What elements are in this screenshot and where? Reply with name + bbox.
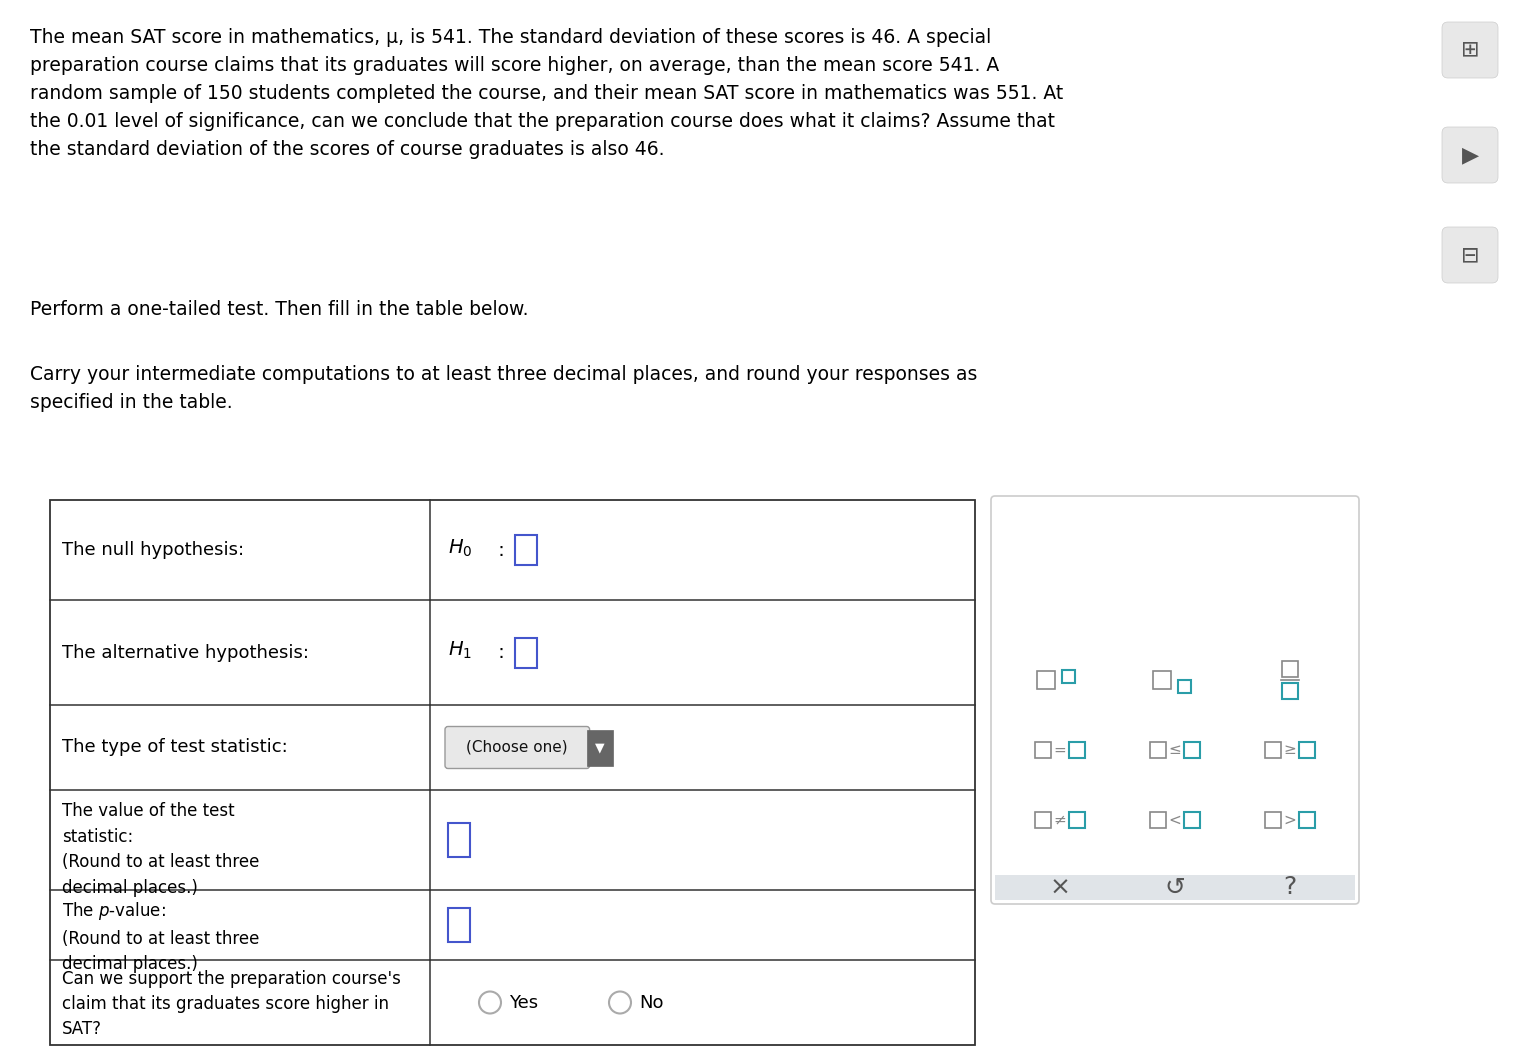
Text: The type of test statistic:: The type of test statistic: <box>61 739 287 757</box>
Text: $p$: $p$ <box>1284 535 1296 554</box>
Text: ▶: ▶ <box>1461 145 1479 165</box>
Bar <box>1150 812 1166 828</box>
Bar <box>1035 812 1051 828</box>
Bar <box>1299 742 1315 758</box>
Text: The mean SAT score in mathematics, μ, is 541. The standard deviation of these sc: The mean SAT score in mathematics, μ, is… <box>31 28 1063 159</box>
Text: Can we support the preparation course's
claim that its graduates score higher in: Can we support the preparation course's … <box>61 970 401 1038</box>
Text: $\bar{x}$: $\bar{x}$ <box>1052 601 1068 619</box>
Text: (Choose one): (Choose one) <box>467 740 568 755</box>
Text: $\sigma$: $\sigma$ <box>1167 535 1183 554</box>
Bar <box>1283 661 1298 677</box>
Text: ≥: ≥ <box>1284 742 1296 758</box>
FancyBboxPatch shape <box>991 866 1359 904</box>
Text: ≤: ≤ <box>1169 742 1181 758</box>
Text: Perform a one-tailed test. Then fill in the table below.: Perform a one-tailed test. Then fill in … <box>31 300 528 319</box>
Text: $H_0$: $H_0$ <box>449 537 473 559</box>
Bar <box>1184 742 1200 758</box>
FancyBboxPatch shape <box>991 496 1359 904</box>
Bar <box>1037 671 1055 689</box>
Bar <box>1283 683 1298 699</box>
Bar <box>1299 812 1315 828</box>
Bar <box>51 500 975 1045</box>
Text: <: < <box>1169 813 1181 828</box>
Text: ?: ? <box>1284 876 1296 900</box>
Text: The null hypothesis:: The null hypothesis: <box>61 541 244 559</box>
Text: The $p$-value:
(Round to at least three
decimal places.): The $p$-value: (Round to at least three … <box>61 900 260 973</box>
Bar <box>995 874 1355 900</box>
Text: ⊟: ⊟ <box>1461 245 1479 265</box>
FancyBboxPatch shape <box>1442 227 1498 283</box>
Text: $\hat{p}$: $\hat{p}$ <box>1284 597 1296 623</box>
Bar <box>1069 812 1084 828</box>
Text: :: : <box>492 541 511 560</box>
Text: No: No <box>639 993 664 1011</box>
Text: :: : <box>492 643 511 662</box>
Text: The alternative hypothesis:: The alternative hypothesis: <box>61 643 309 661</box>
FancyBboxPatch shape <box>1442 127 1498 183</box>
Text: ≠: ≠ <box>1054 813 1066 828</box>
Text: $s$: $s$ <box>1169 601 1181 619</box>
Bar <box>1150 742 1166 758</box>
Bar <box>1152 671 1170 689</box>
Text: Yes: Yes <box>508 993 538 1011</box>
Bar <box>449 908 470 942</box>
Bar <box>449 823 470 856</box>
Text: ⊞: ⊞ <box>1461 40 1479 60</box>
Bar <box>1035 742 1051 758</box>
Bar <box>1184 812 1200 828</box>
Bar <box>1178 681 1190 693</box>
Bar <box>1063 670 1075 683</box>
Bar <box>587 729 613 765</box>
Text: =: = <box>1054 742 1066 758</box>
Bar <box>1266 742 1281 758</box>
Text: Carry your intermediate computations to at least three decimal places, and round: Carry your intermediate computations to … <box>31 365 977 412</box>
Text: ×: × <box>1049 876 1071 900</box>
Text: The value of the test
statistic:
(Round to at least three
decimal places.): The value of the test statistic: (Round … <box>61 802 260 897</box>
Bar <box>515 535 538 565</box>
Bar <box>515 637 538 668</box>
FancyBboxPatch shape <box>1442 22 1498 78</box>
Text: $\mu$: $\mu$ <box>1052 535 1066 554</box>
Bar <box>1069 742 1084 758</box>
Text: ↺: ↺ <box>1164 876 1186 900</box>
Text: >: > <box>1284 813 1296 828</box>
Text: $H_1$: $H_1$ <box>449 640 472 661</box>
Bar <box>1266 812 1281 828</box>
Text: ▼: ▼ <box>594 741 605 754</box>
FancyBboxPatch shape <box>445 726 590 768</box>
